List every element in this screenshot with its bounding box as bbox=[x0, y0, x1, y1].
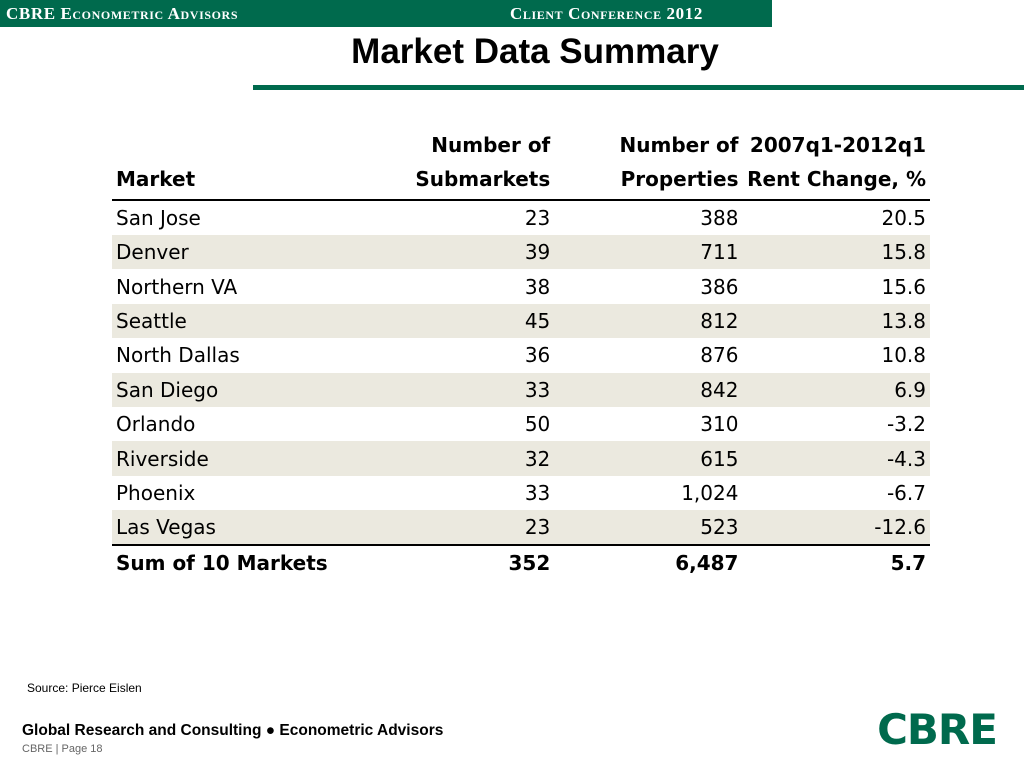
table-row: San Jose 23 388 20.5 bbox=[112, 200, 930, 235]
cell-rent-change: 20.5 bbox=[881, 206, 926, 230]
cell-submarkets: 39 bbox=[411, 235, 555, 270]
header-line-1: 2007q1-2012q1 bbox=[749, 133, 926, 157]
cell-rent-change: 13.8 bbox=[742, 303, 930, 339]
cell-properties: 615 bbox=[554, 441, 743, 476]
header-properties: Number of Properties bbox=[554, 128, 743, 201]
cbre-logo: CBRE bbox=[870, 705, 1004, 755]
cell-market: Riverside bbox=[112, 441, 412, 476]
cell-rent-change: 15.8 bbox=[742, 235, 930, 270]
cell-total-submarkets: 352 bbox=[411, 544, 555, 581]
cell-market: San Diego bbox=[112, 372, 412, 407]
table-row: North Dallas 36 876 10.8 bbox=[112, 338, 930, 372]
cell-submarkets: 23 bbox=[524, 206, 551, 230]
cell-rent-change: -4.3 bbox=[742, 441, 930, 476]
cell-rent-change: 15.6 bbox=[881, 274, 926, 299]
banner-company-name: CBRE Econometric Advisors bbox=[6, 4, 239, 23]
cell-rent-change: -12.6 bbox=[742, 510, 930, 546]
cell-properties: 711 bbox=[554, 235, 743, 270]
cell-submarkets: 23 bbox=[411, 510, 555, 546]
cell-properties: 1,024 bbox=[681, 480, 739, 505]
source-note: Source: Pierce Eislen bbox=[27, 681, 142, 695]
page-title: Market Data Summary bbox=[351, 32, 719, 71]
cell-market: Las Vegas bbox=[112, 510, 412, 546]
cell-rent-change: -6.7 bbox=[886, 480, 926, 505]
cell-rent-change: 6.9 bbox=[742, 372, 930, 407]
cell-submarkets: 33 bbox=[524, 480, 551, 505]
table-total-row: Sum of 10 Markets 352 6,487 5.7 bbox=[112, 544, 930, 581]
header-market: Market bbox=[112, 128, 412, 201]
footer-page-number: CBRE | Page 18 bbox=[22, 743, 103, 755]
footer-tagline: Global Research and Consulting ● Econome… bbox=[22, 722, 444, 739]
cell-market: Denver bbox=[112, 235, 412, 270]
cell-market: Seattle bbox=[112, 303, 412, 339]
cell-submarkets: 38 bbox=[524, 274, 551, 299]
cell-properties: 310 bbox=[700, 412, 739, 437]
table-row: Denver 39 711 15.8 bbox=[112, 235, 930, 270]
cell-rent-change: 10.8 bbox=[881, 343, 926, 368]
cell-market: Northern VA bbox=[116, 274, 238, 299]
table-row: Riverside 32 615 -4.3 bbox=[112, 441, 930, 476]
title-divider bbox=[253, 85, 1024, 90]
cell-market: North Dallas bbox=[116, 343, 240, 368]
cell-market: Orlando bbox=[116, 412, 196, 437]
cell-properties: 523 bbox=[554, 510, 743, 546]
top-banner: CBRE Econometric Advisors Client Confere… bbox=[0, 0, 772, 27]
cell-rent-change: -3.2 bbox=[886, 412, 926, 437]
table-row: Northern VA 38 386 15.6 bbox=[112, 269, 930, 303]
cell-market: Phoenix bbox=[116, 480, 196, 505]
header-line-2: Market bbox=[116, 167, 196, 191]
header-submarkets: Number of Submarkets bbox=[411, 128, 555, 201]
header-line-2: Rent Change, % bbox=[747, 167, 926, 191]
cell-submarkets: 33 bbox=[411, 372, 555, 407]
cell-properties: 812 bbox=[554, 303, 743, 339]
cell-submarkets: 45 bbox=[411, 303, 555, 339]
table-header-row: Market Number of Submarkets Number of Pr… bbox=[112, 128, 930, 201]
table-row: San Diego 33 842 6.9 bbox=[112, 372, 930, 407]
table-row: Phoenix 33 1,024 -6.7 bbox=[112, 476, 930, 510]
cell-total-rent-change: 5.7 bbox=[742, 544, 930, 581]
header-line-2: Properties bbox=[620, 167, 739, 191]
cell-market: San Jose bbox=[116, 206, 201, 230]
table-row: Orlando 50 310 -3.2 bbox=[112, 407, 930, 441]
cell-properties: 388 bbox=[700, 206, 739, 230]
table-row: Seattle 45 812 13.8 bbox=[112, 303, 930, 339]
cell-submarkets: 50 bbox=[524, 412, 551, 437]
cell-properties: 876 bbox=[700, 343, 739, 368]
header-line-1: Number of bbox=[431, 133, 551, 157]
logo-wordmark: CBRE bbox=[877, 705, 998, 754]
market-data-table: Market Number of Submarkets Number of Pr… bbox=[112, 128, 930, 581]
header-rent-change: 2007q1-2012q1 Rent Change, % bbox=[742, 128, 930, 201]
header-line-1: Number of bbox=[619, 133, 739, 157]
banner-event-name: Client Conference 2012 bbox=[510, 4, 703, 23]
cell-submarkets: 32 bbox=[411, 441, 555, 476]
header-line-2: Submarkets bbox=[415, 167, 551, 191]
cell-properties: 842 bbox=[554, 372, 743, 407]
cell-submarkets: 36 bbox=[524, 343, 551, 368]
cell-total-label: Sum of 10 Markets bbox=[112, 544, 412, 581]
cell-total-properties: 6,487 bbox=[554, 544, 743, 581]
table-row: Las Vegas 23 523 -12.6 bbox=[112, 510, 930, 546]
cell-properties: 386 bbox=[700, 274, 739, 299]
